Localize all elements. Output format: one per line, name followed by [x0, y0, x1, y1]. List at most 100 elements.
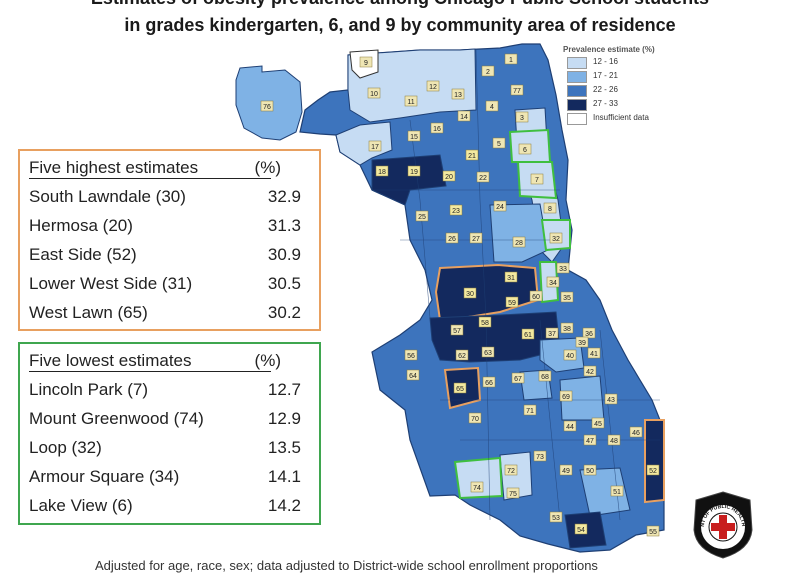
area-39-label-box [575, 336, 589, 348]
area-49-label: 49 [562, 468, 570, 475]
area-2-label: 2 [486, 69, 490, 76]
area-name: Lincoln Park (7) [29, 380, 149, 399]
area-name: West Lawn (65) [29, 303, 148, 322]
area-59-label: 59 [508, 300, 516, 307]
area-2-label-box [481, 65, 495, 77]
area-8-label: 8 [548, 206, 552, 213]
area-11-label: 11 [407, 99, 414, 106]
area-70-label-box [468, 412, 482, 424]
area-68-label-box [538, 370, 552, 382]
area-38-label: 38 [563, 326, 571, 333]
area-48-label: 48 [610, 438, 618, 445]
area-28-label: 28 [515, 240, 523, 247]
area-1-label-box [504, 53, 518, 65]
area-8-label-box [543, 202, 557, 214]
area-value: 12.9 [267, 409, 301, 428]
area-77-label: 77 [513, 88, 521, 95]
area-13-label: 13 [454, 92, 462, 99]
area-46-label: 46 [632, 430, 640, 437]
area-32-label: 32 [552, 236, 560, 243]
area-43-label: 43 [607, 397, 615, 404]
area-74-label: 74 [473, 485, 481, 492]
area-73-label-box [533, 450, 547, 462]
legend-label-1: 12 - 16 [593, 57, 618, 66]
area-10-label: 10 [370, 91, 378, 98]
area-23-label: 23 [452, 208, 460, 215]
area-11-label-box [404, 95, 418, 107]
area-76-label-box [260, 100, 274, 112]
legend-swatch-4 [567, 99, 587, 111]
lowest-row: Mount Greenwood (74) 12.9 [29, 409, 301, 429]
area-value: 14.2 [267, 496, 301, 515]
area-25-label: 25 [418, 214, 426, 221]
area-51-label: 51 [613, 489, 621, 496]
lowest-pct-header: (%) [254, 351, 281, 370]
area-70-label: 70 [471, 416, 479, 423]
area-value: 14.1 [267, 467, 301, 486]
area-25-label-box [415, 210, 429, 222]
area-32-label-box [549, 232, 563, 244]
area-16-label-box [430, 122, 444, 134]
area-9-label-box [359, 56, 373, 68]
area-64-label: 64 [409, 373, 417, 380]
area-56-label-box [404, 349, 418, 361]
legend-swatch-5 [567, 113, 587, 125]
area-26-label-box [445, 232, 459, 244]
lowest-estimates-panel: Five lowest estimates (%) Lincoln Park (… [18, 342, 321, 525]
area-1-label: 1 [509, 57, 513, 64]
area-4-label: 4 [490, 104, 494, 111]
area-46-label-box [629, 426, 643, 438]
area-54-label-box [574, 523, 588, 535]
area-37-label: 37 [548, 331, 556, 338]
legend-item-2: 17 - 21 [567, 70, 655, 84]
area-15-label-box [407, 130, 421, 142]
south-light-patch-4 [579, 467, 631, 517]
area-43-label-box [604, 393, 618, 405]
area-59-label-box [505, 296, 519, 308]
area-35-label-box [560, 291, 574, 303]
area-37-label-box [545, 327, 559, 339]
area-34-label-box [546, 276, 560, 288]
area-17-label: 17 [371, 144, 379, 151]
area-66-label-box [482, 376, 496, 388]
area-50-label-box [583, 464, 597, 476]
area-12-label-box [426, 80, 440, 92]
area-67-label: 67 [514, 376, 522, 383]
area-15-label: 15 [410, 134, 418, 141]
area-23-label-box [449, 204, 463, 216]
highest-row: South Lawndale (30) 32.9 [29, 187, 301, 207]
area-6-label-box [518, 143, 532, 155]
area-3-label: 3 [520, 115, 524, 122]
area-17-label-box [368, 140, 382, 152]
area-value: 30.9 [267, 245, 301, 264]
south-light-patch-1 [539, 337, 585, 373]
page-title-line-1: Estimates of obesity prevalence among Ch… [0, 0, 800, 9]
area-27-label: 27 [472, 236, 480, 243]
area-48-label-box [607, 434, 621, 446]
east-side-outline [644, 419, 665, 504]
area-42-label-box [583, 365, 597, 377]
area-20-label: 20 [445, 174, 453, 181]
area-69-label-box [559, 390, 573, 402]
legend-item-3: 22 - 26 [567, 84, 655, 98]
area-name: Hermosa (20) [29, 216, 133, 235]
area-35-label: 35 [563, 295, 571, 302]
legend-label-3: 22 - 26 [593, 85, 618, 94]
area-10-label-box [367, 87, 381, 99]
legend-item-1: 12 - 16 [567, 56, 655, 70]
highest-header-label: Five highest estimates [29, 158, 199, 177]
footnote: Adjusted for age, race, sex; data adjust… [95, 558, 598, 573]
area-50-label: 50 [586, 468, 594, 475]
area-31-label-box [504, 271, 518, 283]
area-52-label: 52 [649, 468, 657, 475]
legend-item-5: Insufficient data [567, 112, 655, 126]
area-42-label: 42 [586, 369, 594, 376]
near-west-band [489, 203, 549, 263]
lowest-row: Loop (32) 13.5 [29, 438, 301, 458]
area-62-label-box [455, 349, 469, 361]
area-40-label: 40 [566, 353, 574, 360]
legend-swatch-2 [567, 71, 587, 83]
map-legend: Prevalence estimate (%) 12 - 16 17 - 21 … [563, 45, 655, 126]
area-41-label: 41 [590, 351, 598, 358]
area-54-label: 54 [577, 527, 585, 534]
